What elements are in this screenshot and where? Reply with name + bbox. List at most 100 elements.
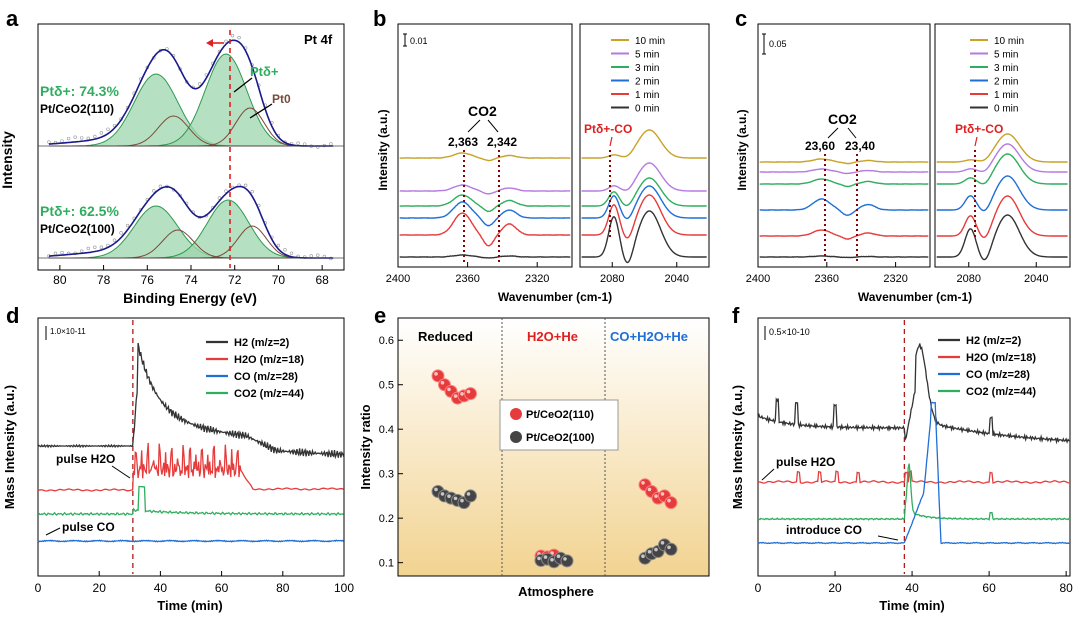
- tick-label: 60: [215, 581, 229, 595]
- ir-right-series: [581, 210, 707, 264]
- xps-curves: [38, 33, 344, 261]
- series-h2o: [757, 470, 1071, 484]
- tick-label: 0.3: [379, 469, 394, 481]
- tick-label: 0: [755, 581, 762, 595]
- legend-label: 5 min: [994, 50, 1018, 61]
- legend-label: 10 min: [635, 36, 665, 47]
- ptco-label-b: Ptδ+-CO: [584, 122, 632, 136]
- legend-label: H2O (m/z=18): [966, 352, 1036, 364]
- legend-label: 10 min: [994, 36, 1024, 47]
- plot-frame-c-left: [757, 23, 931, 268]
- data-point: [86, 136, 90, 141]
- ratio-110: Ptδ+: 74.3%: [40, 83, 119, 99]
- x-axis-ticks-a: 80 78 76 74 72 70 68: [53, 265, 329, 287]
- ir-right-series: [936, 143, 1068, 173]
- ptdelta-label: Ptδ+: [250, 64, 279, 79]
- y-axis-label-b: Intensity (a.u.): [376, 109, 390, 190]
- data-point: [47, 140, 51, 144]
- panel-letter-c: c: [735, 6, 747, 31]
- x-axis-label-a: Binding Energy (eV): [123, 290, 257, 306]
- data-point: [224, 189, 228, 193]
- ir-right-series: [581, 185, 707, 220]
- pt0-arrow: [249, 103, 273, 119]
- point-highlight: [660, 541, 665, 545]
- x-axis-label-b: Wavenumber (cm-1): [498, 290, 612, 304]
- co2-label-c: CO2: [828, 111, 857, 127]
- panel-letter-a: a: [6, 6, 19, 31]
- pulse-h2o-label-f: pulse H2O: [776, 455, 835, 469]
- region-co-h2o-he: CO+H2O+He: [610, 329, 688, 344]
- series-co2: [757, 463, 1071, 521]
- ms-curves-d: [37, 320, 345, 574]
- scale-label-d: 1.0×10-11: [50, 327, 86, 336]
- point-highlight: [556, 554, 561, 559]
- irb-curves: [399, 129, 707, 264]
- sample-100: Pt/CeO2(100): [40, 222, 115, 236]
- y-axis-label-f: Mass Intensity (a.u.): [730, 385, 745, 509]
- panel-letter-d: d: [6, 303, 19, 328]
- panel-c: c 2400 2360 2320 2080 2040 0.05 CO2 23,60 23…: [735, 6, 1071, 304]
- pulse-co-label-d: pulse CO: [62, 520, 115, 534]
- fit-envelope: [48, 185, 334, 259]
- tick-label: 68: [315, 273, 329, 287]
- panel-a: a 80 78 76 74 72 70 68 Pt 4f Ptδ+: 74.3% Pt/Ce…: [0, 6, 345, 306]
- data-point: [158, 184, 163, 189]
- plot-frame-f: [757, 317, 1071, 577]
- point-110: [464, 387, 477, 401]
- scale-label-c: 0.05: [769, 39, 787, 49]
- pt4f-label: Pt 4f: [304, 32, 333, 47]
- shift-arrowhead: [206, 39, 213, 47]
- data-point: [66, 136, 71, 141]
- ir-right-series: [936, 153, 1068, 185]
- tick-label: 0.1: [379, 558, 394, 570]
- data-point: [198, 82, 202, 86]
- data-point: [276, 243, 281, 248]
- panel-d: d 0 20 40 60 80 100 1.0×10-11 H2 (m/z=2) H2O (…: [2, 303, 354, 613]
- tick-label: 74: [184, 273, 198, 287]
- x-axis-label-d: Time (min): [157, 598, 223, 613]
- data-point: [329, 142, 333, 146]
- tick-label: 0.4: [379, 424, 394, 436]
- legend-label: 3 min: [994, 63, 1018, 74]
- point-highlight: [447, 387, 451, 392]
- tick-label: 20: [828, 581, 842, 595]
- co2-arrow-b2: [487, 119, 499, 133]
- y-axis-label-d: Mass Intensity (a.u.): [2, 385, 17, 509]
- legend-d: H2 (m/z=2) H2O (m/z=18) CO (m/z=28) CO2 (m/…: [206, 337, 304, 400]
- plot-frame-b-left: [397, 23, 573, 268]
- tick-label: 2400: [746, 273, 770, 285]
- data-point: [217, 196, 222, 200]
- ptco-label-c: Ptδ+-CO: [955, 122, 1003, 136]
- ratio-100: Ptδ+: 62.5%: [40, 203, 119, 219]
- tick-label: 2040: [665, 273, 689, 285]
- point-highlight: [550, 557, 554, 562]
- introduce-co-label-f: introduce CO: [786, 523, 862, 537]
- panel-letter-b: b: [373, 6, 386, 31]
- legend-label: 1 min: [635, 90, 659, 101]
- data-point: [112, 238, 117, 242]
- legend-label: 0 min: [994, 104, 1018, 115]
- legend-c: 10 min 5 min 3 min 2 min 1 min 0 min: [970, 36, 1024, 115]
- x-axis-ticks-c: 2400 2360 2320 2080 2040: [746, 262, 1048, 285]
- tick-label: 40: [905, 581, 919, 595]
- legend-label: Pt/CeO2(100): [526, 432, 595, 444]
- data-point: [53, 251, 58, 256]
- legend-f: H2 (m/z=2) H2O (m/z=18) CO (m/z=28) CO2 (m/…: [938, 335, 1036, 398]
- co2-arrow-b1: [467, 119, 481, 133]
- data-point: [93, 245, 97, 249]
- point-highlight: [667, 498, 671, 503]
- panel-letter-f: f: [732, 303, 740, 328]
- tick-label: 2320: [883, 273, 907, 285]
- ir-right-series: [581, 162, 707, 192]
- legend-label: Pt/CeO2(110): [526, 409, 594, 421]
- data-point: [119, 231, 123, 235]
- peak-label-b2: 2,342: [487, 135, 517, 149]
- tick-label: 2400: [386, 273, 410, 285]
- legend-label: H2O (m/z=18): [234, 354, 304, 366]
- point-highlight: [447, 494, 451, 498]
- data-point: [125, 223, 130, 228]
- point-highlight: [641, 554, 645, 559]
- legend-label: 0 min: [635, 104, 659, 115]
- data-point: [86, 246, 90, 251]
- point-highlight: [434, 372, 438, 376]
